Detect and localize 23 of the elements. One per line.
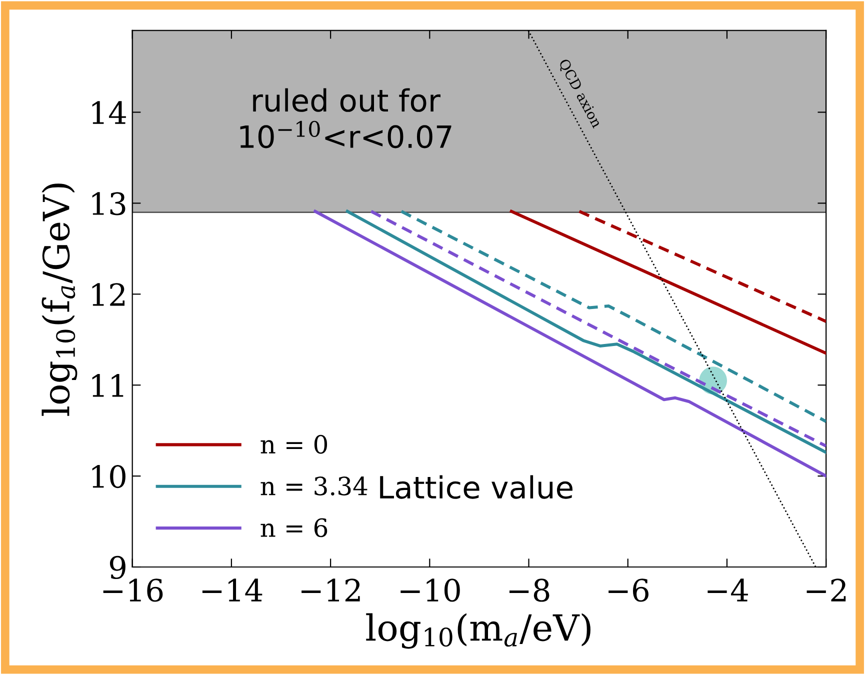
legend-label: n = 0 [260,434,328,454]
y-tick-label: 12 [92,283,124,306]
x-tick-label: −10 [400,578,460,602]
annotation: Lattice value [380,475,572,499]
y-tick-label: 14 [92,101,126,124]
band-label: ruled out for 10$^{−10}$<r<0.07 [240,88,452,148]
text: QCD axion [556,58,603,130]
x-tick-label: −16 [103,578,163,602]
x-tick-label: −2 [806,578,846,602]
y-tick-label: 10 [92,464,126,488]
y-tick-label: 11 [92,374,124,397]
x-tick-label: −12 [302,578,360,602]
x-tick-label: −8 [509,578,550,602]
y-axis-title: log$_{10}$(f$_{a}$/GeV) [42,184,78,416]
line-series [400,210,826,424]
x-axis-title: log$_{10}$(m$_{a}$/eV) [366,613,590,649]
y-tick-label: 13 [92,192,126,216]
x-tick-label: −14 [202,578,262,602]
legend-label: n = 6 [260,518,328,538]
x-tick-label: −4 [708,578,748,602]
legend-label: n = 3.34 [260,476,368,496]
y-tick-label: 9 [110,556,126,580]
x-tick-label: −6 [608,578,648,602]
